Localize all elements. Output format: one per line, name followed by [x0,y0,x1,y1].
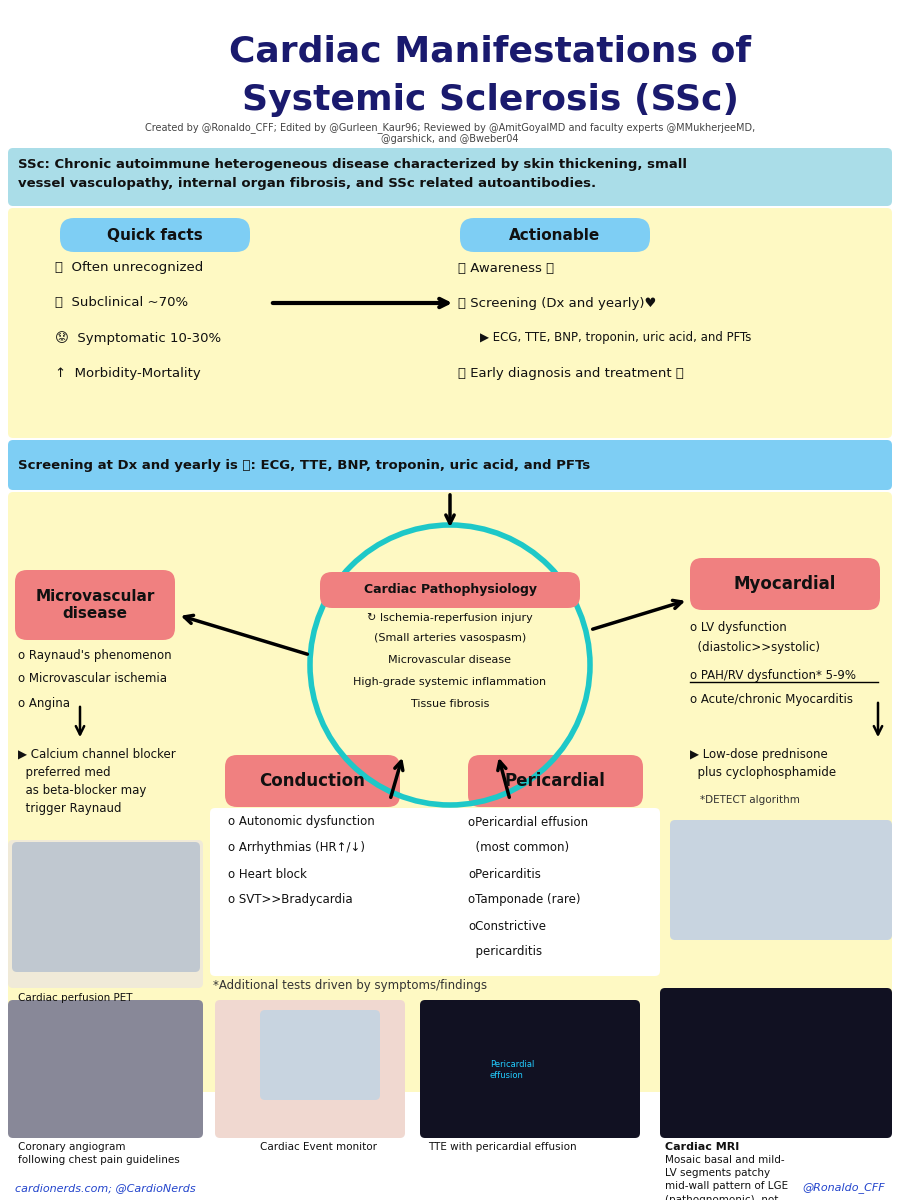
FancyBboxPatch shape [260,1010,380,1100]
FancyBboxPatch shape [460,218,650,252]
Text: o Heart block: o Heart block [228,868,307,881]
FancyBboxPatch shape [8,840,203,988]
Text: Cardiac Event monitor: Cardiac Event monitor [260,1142,377,1152]
Text: High-grade systemic inflammation: High-grade systemic inflammation [354,677,546,686]
Text: (Small arteries vasospasm): (Small arteries vasospasm) [374,634,526,643]
FancyBboxPatch shape [225,755,400,806]
Text: o Microvascular ischemia: o Microvascular ischemia [18,672,167,685]
Text: ↑  Morbidity-Mortality: ↑ Morbidity-Mortality [55,366,201,379]
Text: Pericardial: Pericardial [505,772,606,790]
Text: (most common): (most common) [468,841,569,854]
FancyBboxPatch shape [8,440,892,490]
Text: ▶ Calcium channel blocker
  preferred med
  as beta-blocker may
  trigger Raynau: ▶ Calcium channel blocker preferred med … [18,748,176,815]
Text: 😟  Symptomatic 10-30%: 😟 Symptomatic 10-30% [55,331,221,344]
Text: ↻ Ischemia-reperfusion injury: ↻ Ischemia-reperfusion injury [367,613,533,623]
Text: Mosaic basal and mild-
LV segments patchy
mid-wall pattern of LGE
(pathognomonic: Mosaic basal and mild- LV segments patch… [665,1154,788,1200]
Text: o Raynaud's phenomenon: o Raynaud's phenomenon [18,648,172,661]
Text: SSc: Chronic autoimmune heterogeneous disease characterized by skin thickening, : SSc: Chronic autoimmune heterogeneous di… [18,158,687,190]
Bar [0,0,900,160]
Text: 🚫  Subclinical ~70%: 🚫 Subclinical ~70% [55,296,188,310]
Text: TTE with pericardial effusion: TTE with pericardial effusion [428,1142,577,1152]
Text: ✅ Screening (Dx and yearly)♥: ✅ Screening (Dx and yearly)♥ [458,296,656,310]
Text: Cardiac MRI: Cardiac MRI [665,1142,739,1152]
FancyBboxPatch shape [690,558,880,610]
Text: following chest pain guidelines: following chest pain guidelines [18,1154,180,1165]
Text: Tissue fibrosis: Tissue fibrosis [410,698,490,709]
Text: Pericardial
effusion: Pericardial effusion [490,1060,535,1080]
Text: *Additional tests driven by symptoms/findings: *Additional tests driven by symptoms/fin… [213,979,487,992]
Text: *DETECT algorithm: *DETECT algorithm [700,794,800,805]
Text: Coronary angiogram: Coronary angiogram [18,1142,125,1152]
FancyBboxPatch shape [215,1000,405,1138]
Text: Conduction: Conduction [259,772,364,790]
Text: oPericarditis: oPericarditis [468,868,541,881]
FancyBboxPatch shape [320,572,580,608]
FancyBboxPatch shape [8,492,892,1092]
FancyBboxPatch shape [468,755,643,806]
FancyBboxPatch shape [8,148,892,206]
Text: o Autonomic dysfunction: o Autonomic dysfunction [228,816,374,828]
Text: oConstrictive: oConstrictive [468,919,546,932]
Text: oPericardial effusion: oPericardial effusion [468,816,588,828]
Text: cardionerds.com; @CardioNerds: cardionerds.com; @CardioNerds [15,1183,195,1193]
Text: Microvascular
disease: Microvascular disease [35,589,155,622]
Text: ▶ ECG, TTE, BNP, troponin, uric acid, and PFTs: ▶ ECG, TTE, BNP, troponin, uric acid, an… [480,331,752,344]
Text: Cardiac perfusion PET: Cardiac perfusion PET [18,994,132,1003]
Text: pericarditis: pericarditis [468,946,542,959]
Text: 🧑  Often unrecognized: 🧑 Often unrecognized [55,262,203,275]
FancyBboxPatch shape [670,820,892,940]
FancyBboxPatch shape [60,218,250,252]
Text: o Arrhythmias (HR↑/↓): o Arrhythmias (HR↑/↓) [228,841,365,854]
Text: o SVT>>Bradycardia: o SVT>>Bradycardia [228,894,353,906]
FancyBboxPatch shape [15,570,175,640]
Text: o LV dysfunction: o LV dysfunction [690,622,787,635]
Text: o PAH/RV dysfunction* 5-9%: o PAH/RV dysfunction* 5-9% [690,668,856,682]
FancyBboxPatch shape [420,1000,640,1138]
FancyBboxPatch shape [660,988,892,1138]
FancyBboxPatch shape [8,1000,203,1138]
Text: Cardiac Pathophysiology: Cardiac Pathophysiology [364,583,536,596]
Text: @Ronaldo_CFF: @Ronaldo_CFF [803,1182,885,1193]
Text: ▶ Low-dose prednisone
  plus cyclophosphamide: ▶ Low-dose prednisone plus cyclophospham… [690,748,836,779]
Text: ✅ Awareness 💡: ✅ Awareness 💡 [458,262,554,275]
FancyBboxPatch shape [210,808,660,976]
FancyBboxPatch shape [12,842,200,972]
Text: Systemic Sclerosis (SSc): Systemic Sclerosis (SSc) [241,83,739,116]
Text: Screening at Dx and yearly is 🔑: ECG, TTE, BNP, troponin, uric acid, and PFTs: Screening at Dx and yearly is 🔑: ECG, TT… [18,458,590,472]
Text: (diastolic>>systolic): (diastolic>>systolic) [690,642,820,654]
Text: oTamponade (rare): oTamponade (rare) [468,894,580,906]
Text: ✅ Early diagnosis and treatment 💊: ✅ Early diagnosis and treatment 💊 [458,366,684,379]
FancyBboxPatch shape [8,208,892,438]
Text: o Angina: o Angina [18,696,70,709]
Text: Microvascular disease: Microvascular disease [389,655,511,665]
Text: Actionable: Actionable [509,228,600,242]
Text: Created by @Ronaldo_CFF; Edited by @Gurleen_Kaur96; Reviewed by @AmitGoyalMD and: Created by @Ronaldo_CFF; Edited by @Gurl… [145,121,755,144]
Text: Myocardial: Myocardial [734,575,836,593]
Text: o Acute/chronic Myocarditis: o Acute/chronic Myocarditis [690,694,853,707]
Text: Cardiac Manifestations of: Cardiac Manifestations of [229,35,752,68]
Text: Quick facts: Quick facts [107,228,202,242]
